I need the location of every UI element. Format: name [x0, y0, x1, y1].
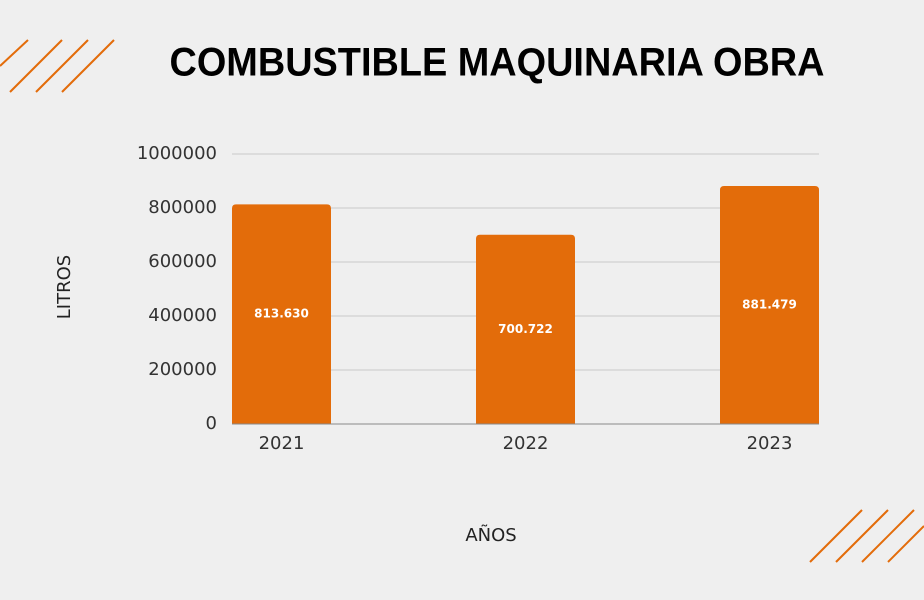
- x-tick-label: 2022: [503, 433, 549, 454]
- y-axis-label: LITROS: [54, 255, 75, 319]
- data-label: 881.479: [742, 298, 797, 312]
- x-tick-label: 2021: [259, 433, 305, 454]
- y-tick-label: 800000: [148, 197, 217, 218]
- x-tick-label: 2023: [747, 433, 793, 454]
- x-axis-label: AÑOS: [465, 524, 516, 546]
- y-tick-label: 1000000: [137, 143, 217, 164]
- y-tick-label: 200000: [148, 359, 217, 380]
- bar: [476, 234, 575, 424]
- decoration-top-left: [0, 39, 115, 93]
- data-label: 700.722: [498, 322, 553, 336]
- y-tick-label: 600000: [148, 251, 217, 272]
- bar: [720, 186, 819, 424]
- decoration-bottom-right: [809, 509, 924, 563]
- y-tick-label: 0: [206, 413, 217, 434]
- bar: [232, 204, 331, 424]
- data-label: 813.630: [254, 307, 309, 321]
- chart-title: COMBUSTIBLE MAQUINARIA OBRA: [170, 41, 825, 85]
- y-tick-label: 400000: [148, 305, 217, 326]
